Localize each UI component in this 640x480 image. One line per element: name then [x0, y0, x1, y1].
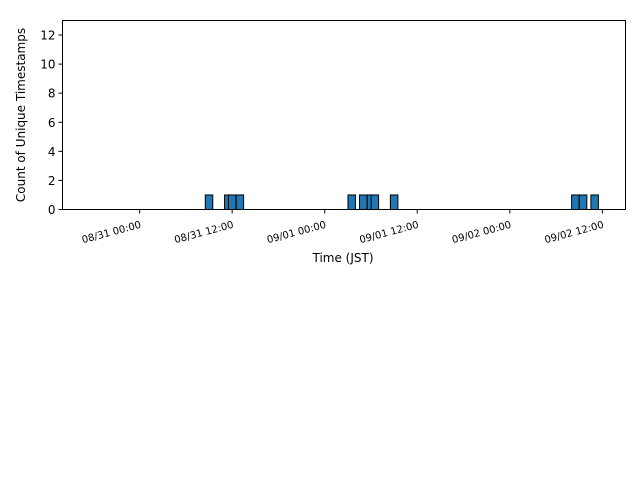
- y-tick-label-10: 10: [40, 58, 55, 72]
- x-tick-label-5: 09/02 12:00: [544, 220, 606, 246]
- bar-9: [571, 194, 580, 211]
- bar-0: [204, 194, 214, 211]
- bar-5: [359, 194, 368, 211]
- x-tick-label-3: 09/01 12:00: [358, 220, 420, 246]
- bar-7: [370, 194, 380, 211]
- x-tick-label-2: 09/01 00:00: [266, 220, 328, 246]
- bar-4: [347, 194, 356, 211]
- y-tick-label-8: 8: [48, 87, 56, 101]
- bars-layer: [204, 194, 599, 211]
- y-tick-label-6: 6: [48, 116, 56, 130]
- x-axis-label: Time (JST): [311, 251, 373, 265]
- bar-2: [227, 194, 237, 211]
- x-tick-label-0: 08/31 00:00: [81, 220, 143, 246]
- bar-8: [389, 194, 399, 211]
- x-axis: 08/31 00:00 08/31 12:00 09/01 00:00 09/01 1…: [81, 209, 606, 246]
- plot-frame: [62, 20, 626, 210]
- bar-11: [590, 194, 599, 211]
- y-axis: 0 2 4 6 8 10 12: [40, 29, 63, 217]
- bar-10: [578, 194, 588, 211]
- y-axis-label: Count of Unique Timestamps: [14, 28, 28, 202]
- y-tick-label-0: 0: [48, 203, 56, 217]
- y-tick-label-2: 2: [48, 174, 56, 188]
- x-tick-label-4: 09/02 00:00: [451, 220, 513, 246]
- y-tick-label-12: 12: [40, 29, 55, 43]
- y-tick-label-4: 4: [48, 145, 56, 159]
- bar-3: [235, 194, 245, 211]
- x-tick-label-1: 08/31 12:00: [173, 220, 235, 246]
